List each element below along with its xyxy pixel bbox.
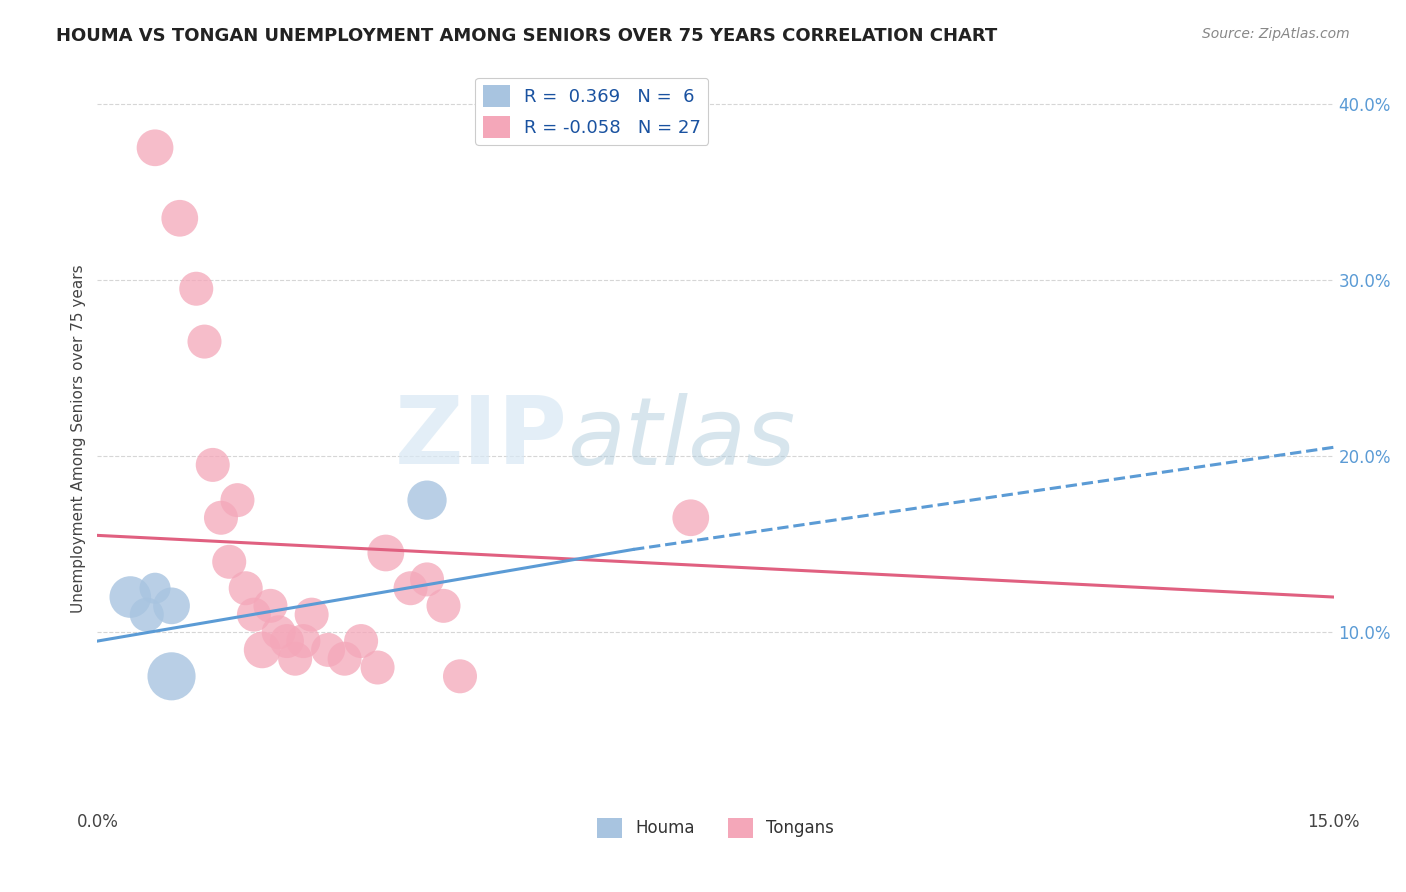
Point <box>226 493 249 508</box>
Text: ZIP: ZIP <box>394 392 567 484</box>
Point <box>292 634 315 648</box>
Point <box>201 458 224 472</box>
Point <box>449 669 471 683</box>
Point <box>160 599 183 613</box>
Point <box>186 282 208 296</box>
Point <box>316 643 339 657</box>
Point <box>367 660 389 674</box>
Point <box>432 599 454 613</box>
Point <box>416 573 439 587</box>
Point <box>416 493 439 508</box>
Point <box>259 599 281 613</box>
Point <box>169 211 191 226</box>
Point <box>276 634 298 648</box>
Point <box>350 634 373 648</box>
Text: atlas: atlas <box>567 393 796 484</box>
Point <box>399 581 422 595</box>
Point <box>374 546 396 560</box>
Text: HOUMA VS TONGAN UNEMPLOYMENT AMONG SENIORS OVER 75 YEARS CORRELATION CHART: HOUMA VS TONGAN UNEMPLOYMENT AMONG SENIO… <box>56 27 997 45</box>
Point <box>135 607 157 622</box>
Point <box>333 651 356 665</box>
Point <box>301 607 323 622</box>
Point <box>267 625 290 640</box>
Legend: Houma, Tongans: Houma, Tongans <box>591 811 841 845</box>
Point <box>209 510 232 524</box>
Point <box>143 581 166 595</box>
Point <box>243 607 266 622</box>
Point <box>235 581 257 595</box>
Point <box>679 510 702 524</box>
Point <box>284 651 307 665</box>
Point <box>193 334 215 349</box>
Point <box>250 643 273 657</box>
Y-axis label: Unemployment Among Seniors over 75 years: Unemployment Among Seniors over 75 years <box>72 264 86 613</box>
Point <box>143 141 166 155</box>
Text: Source: ZipAtlas.com: Source: ZipAtlas.com <box>1202 27 1350 41</box>
Point <box>218 555 240 569</box>
Point <box>160 669 183 683</box>
Point <box>120 590 142 604</box>
